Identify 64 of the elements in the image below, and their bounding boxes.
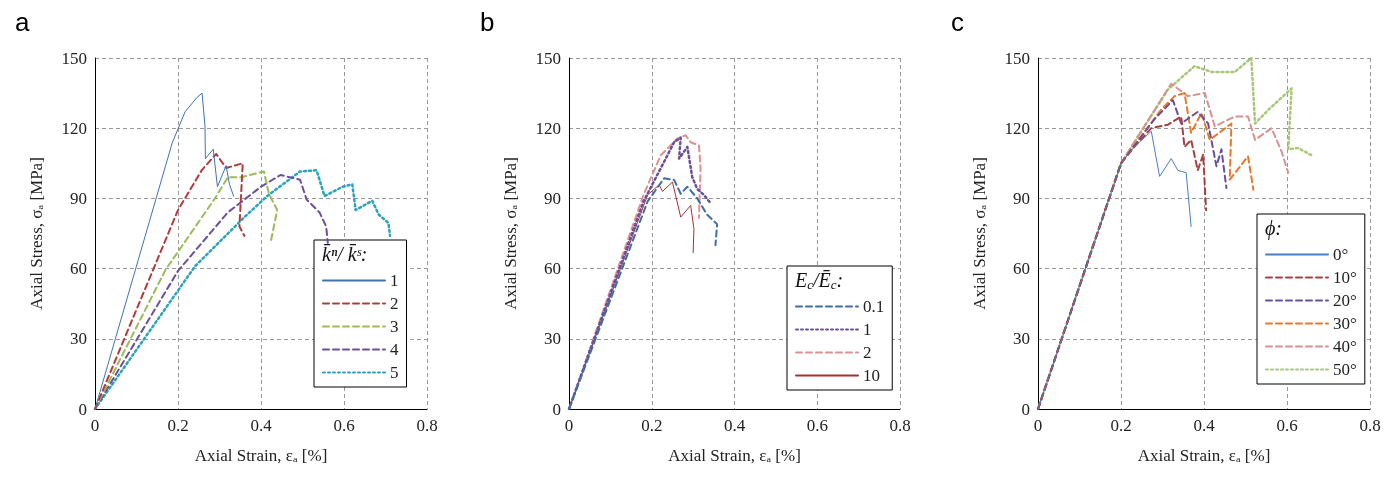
legend-label: 50° xyxy=(1333,360,1357,379)
x-axis-title: Axial Strain, εₐ [%] xyxy=(1137,446,1271,465)
line-series xyxy=(94,152,246,410)
legend-label: 2 xyxy=(863,343,872,362)
y-tick-label: 30 xyxy=(544,329,561,349)
legend-label: 4 xyxy=(390,340,399,359)
legend-title: Ec/Ēc: xyxy=(794,269,844,292)
y-axis-title: Axial Stress, σₐ [MPa] xyxy=(27,157,46,310)
legend-label: 0° xyxy=(1333,245,1349,264)
legend-label: 5 xyxy=(390,363,399,382)
x-tick-label: 0.2 xyxy=(1110,416,1132,435)
y-axis-title: Axial Stress, σₐ [MPa] xyxy=(501,157,520,310)
chart-title: c xyxy=(951,7,964,37)
legend-label: 40° xyxy=(1333,337,1357,356)
legend-label: 3 xyxy=(390,317,399,336)
y-tick-label: 150 xyxy=(1004,48,1030,68)
legend-label: 30° xyxy=(1333,314,1357,333)
y-tick-label: 90 xyxy=(1013,188,1030,208)
legend-label: 10 xyxy=(863,366,880,385)
line-series xyxy=(568,177,719,410)
x-tick-label: 0.4 xyxy=(723,416,746,435)
y-tick-label: 90 xyxy=(70,188,87,208)
x-tick-label: 0 xyxy=(90,416,100,435)
y-tick-label: 120 xyxy=(535,118,561,138)
y-tick-label: 60 xyxy=(1013,259,1030,279)
legend-title: k̄ⁿ/ k̄ˢ: xyxy=(322,243,368,265)
x-axis-title: Axial Strain, εₐ [%] xyxy=(668,446,801,465)
y-tick-label: 60 xyxy=(544,259,561,279)
legend-label: 0.1 xyxy=(863,297,885,316)
y-tick-label: 30 xyxy=(70,329,87,349)
legend-label: 1 xyxy=(863,320,872,339)
x-tick-label: 0.4 xyxy=(250,416,273,435)
x-tick-label: 0.8 xyxy=(416,416,438,435)
x-tick-label: 0 xyxy=(1033,416,1043,435)
legend-label: 2 xyxy=(390,294,399,313)
y-tick-label: 0 xyxy=(78,399,87,419)
x-tick-label: 0.6 xyxy=(806,416,828,435)
line-series xyxy=(93,169,392,411)
x-tick-label: 0.8 xyxy=(1359,416,1381,435)
x-tick-label: 0.8 xyxy=(889,416,911,435)
x-tick-label: 0 xyxy=(564,416,574,435)
x-tick-label: 0.6 xyxy=(333,416,355,435)
y-tick-label: 150 xyxy=(535,48,561,68)
y-tick-label: 150 xyxy=(61,48,87,68)
y-tick-label: 120 xyxy=(61,118,87,138)
x-tick-label: 0.2 xyxy=(167,416,189,435)
y-tick-label: 120 xyxy=(1004,118,1030,138)
chart-title: a xyxy=(15,7,30,37)
y-tick-label: 60 xyxy=(70,259,87,279)
x-tick-label: 0.4 xyxy=(1193,416,1216,435)
legend-label: 10° xyxy=(1333,268,1357,287)
y-tick-label: 30 xyxy=(1013,329,1030,349)
x-axis-title: Axial Strain, εₐ [%] xyxy=(194,446,328,465)
x-tick-label: 0.6 xyxy=(1276,416,1298,435)
x-tick-label: 0.2 xyxy=(641,416,663,435)
legend-label: 1 xyxy=(390,271,399,290)
y-axis-title: Axial Stress, σₐ [MPa] xyxy=(970,157,989,310)
legend-title: ϕ: xyxy=(1265,217,1283,240)
y-tick-label: 0 xyxy=(552,399,561,419)
y-tick-label: 90 xyxy=(544,188,561,208)
legend-label: 20° xyxy=(1333,291,1357,310)
chart-title: b xyxy=(480,7,495,37)
y-tick-label: 0 xyxy=(1021,399,1030,419)
line-series xyxy=(94,92,235,410)
